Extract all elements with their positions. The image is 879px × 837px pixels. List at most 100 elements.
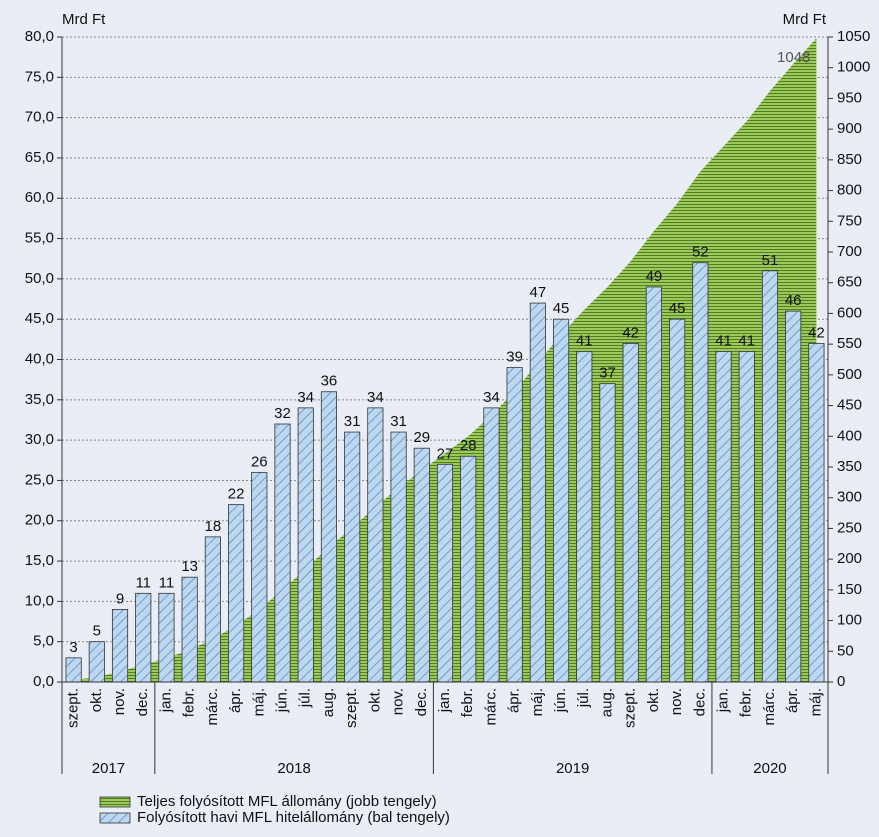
y2-tick-label: 100 [837,612,862,629]
y-tick-label: 0,0 [33,673,54,690]
y-tick-label: 20,0 [25,512,54,529]
y-tick-label: 80,0 [25,28,54,45]
bar [413,447,430,683]
data-label: 42 [622,324,639,341]
bar [669,318,686,683]
data-label: 41 [576,332,593,349]
data-label: 27 [437,445,454,462]
y-tick-label: 60,0 [25,189,54,206]
y2-tick-label: 800 [837,182,862,199]
y2-tick-label: 650 [837,274,862,291]
data-label: 18 [205,518,222,535]
data-label: 52 [692,244,709,261]
y2-tick-label: 450 [837,397,862,414]
y2-tick-label: 300 [837,489,862,506]
bar [65,657,82,683]
x-tick-label: máj. [807,688,824,716]
x-tick-label: márc. [204,688,221,726]
x-tick-label: aug. [320,688,337,717]
data-label: 51 [762,252,779,269]
legend-label: Teljes folyósított MFL állomány (jobb te… [137,793,437,810]
y-tick-label: 5,0 [33,633,54,650]
data-label: 26 [251,453,268,470]
data-label: 29 [413,429,430,446]
y2-tick-label: 50 [837,642,854,659]
y2-tick-label: 0 [837,673,845,690]
bar [576,351,593,683]
data-label: 45 [553,300,570,317]
x-tick-label: jún. [552,688,569,713]
bar [483,407,500,683]
bar [88,641,105,683]
x-tick-label: nov. [111,688,128,715]
x-tick-label: szept. [343,688,360,728]
x-tick-label: dec. [413,688,430,716]
bar [436,463,454,683]
bar [506,367,523,683]
data-label: 3 [69,639,77,656]
y2-tick-label: 600 [837,304,862,321]
bar [738,351,755,683]
bar [785,310,802,683]
bar [135,592,152,683]
data-label: 34 [483,389,500,406]
data-label: 31 [390,413,407,430]
data-label: 39 [506,349,523,366]
x-tick-label: okt. [366,688,383,712]
y2-tick-label: 850 [837,151,862,168]
x-tick-label: febr. [459,688,476,717]
data-label: 37 [599,365,616,382]
x-tick-label: márc. [482,688,499,726]
bar [181,576,198,683]
bar [622,342,639,683]
x-tick-label: júl. [297,688,314,708]
data-label: 42 [808,324,825,341]
bar [390,431,407,683]
bar [460,455,477,683]
bar [228,504,245,683]
x-tick-label: febr. [181,688,198,717]
legend-swatch [99,812,131,824]
x-tick-label: dec. [134,688,151,716]
x-tick-label: júl. [575,688,592,708]
data-label: 46 [785,292,802,309]
data-label: 34 [367,389,384,406]
data-label: 22 [228,486,245,503]
legend-swatch [99,796,131,808]
x-tick-label: dec. [691,688,708,716]
bar [204,536,221,683]
x-tick-label: aug. [598,688,615,717]
bar [111,609,129,683]
bar [251,471,268,683]
y2-tick-label: 750 [837,212,862,229]
y2-tick-label: 200 [837,550,862,567]
data-label: 31 [344,413,361,430]
x-tick-label: nov. [390,688,407,715]
x-tick-label: máj. [250,688,267,716]
bar [367,407,384,683]
y-tick-label: 75,0 [25,68,54,85]
group-label: 2019 [556,760,589,777]
data-label: 11 [135,574,151,591]
x-tick-label: nov. [668,688,685,715]
y-tick-label: 30,0 [25,431,54,448]
x-tick-label: jún. [273,688,290,713]
y2-tick-label: 350 [837,458,862,475]
y2-tick-label: 550 [837,335,862,352]
data-label: 36 [321,373,338,390]
data-label: 5 [93,623,101,640]
data-label: 47 [530,284,547,301]
bar [158,592,175,683]
data-label: 13 [181,558,198,575]
bar [344,431,361,683]
x-tick-label: febr. [738,688,755,717]
group-label: 2018 [277,760,310,777]
y2-tick-label: 1050 [837,28,870,45]
bar [274,423,291,683]
bar [715,351,732,683]
bar [808,342,825,683]
y2-tick-label: 950 [837,89,862,106]
x-tick-label: márc. [761,688,778,726]
y-tick-label: 45,0 [25,310,54,327]
